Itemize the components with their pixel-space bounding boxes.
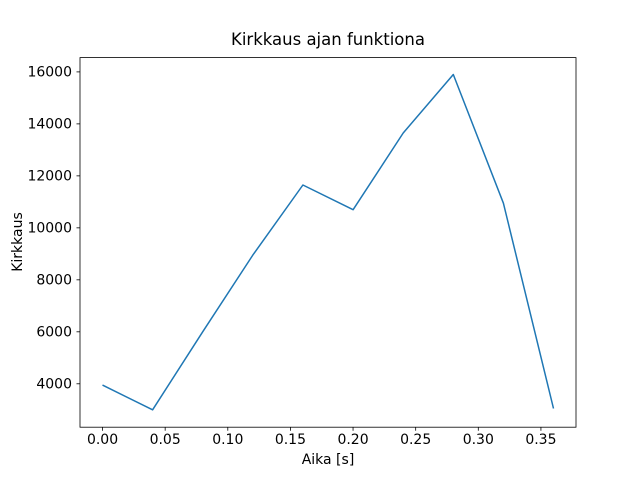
data-line <box>102 73 555 411</box>
x-tick-label: 0.35 <box>525 432 556 448</box>
x-tick-label: 0.30 <box>463 432 494 448</box>
x-tick-label: 0.15 <box>275 432 306 448</box>
axes-frame <box>79 57 577 428</box>
x-tick-label: 0.05 <box>150 432 181 448</box>
chart-title: Kirkkaus ajan funktiona <box>231 30 425 49</box>
x-tick-label: 0.00 <box>87 432 118 448</box>
x-tick-label: 0.25 <box>400 432 431 448</box>
y-tick-label: 12000 <box>27 168 72 184</box>
x-tick-label: 0.10 <box>212 432 243 448</box>
x-tick-label: 0.20 <box>337 432 368 448</box>
y-tick-label: 6000 <box>36 324 72 340</box>
y-tick-label: 4000 <box>36 376 72 392</box>
y-tick-label: 16000 <box>27 64 72 80</box>
y-tick-label: 8000 <box>36 272 72 288</box>
y-tick-label: 10000 <box>27 220 72 236</box>
x-axis-label: Aika [s] <box>301 452 355 468</box>
y-axis-label: Kirkkaus <box>10 212 26 272</box>
y-tick-label: 14000 <box>27 116 72 132</box>
